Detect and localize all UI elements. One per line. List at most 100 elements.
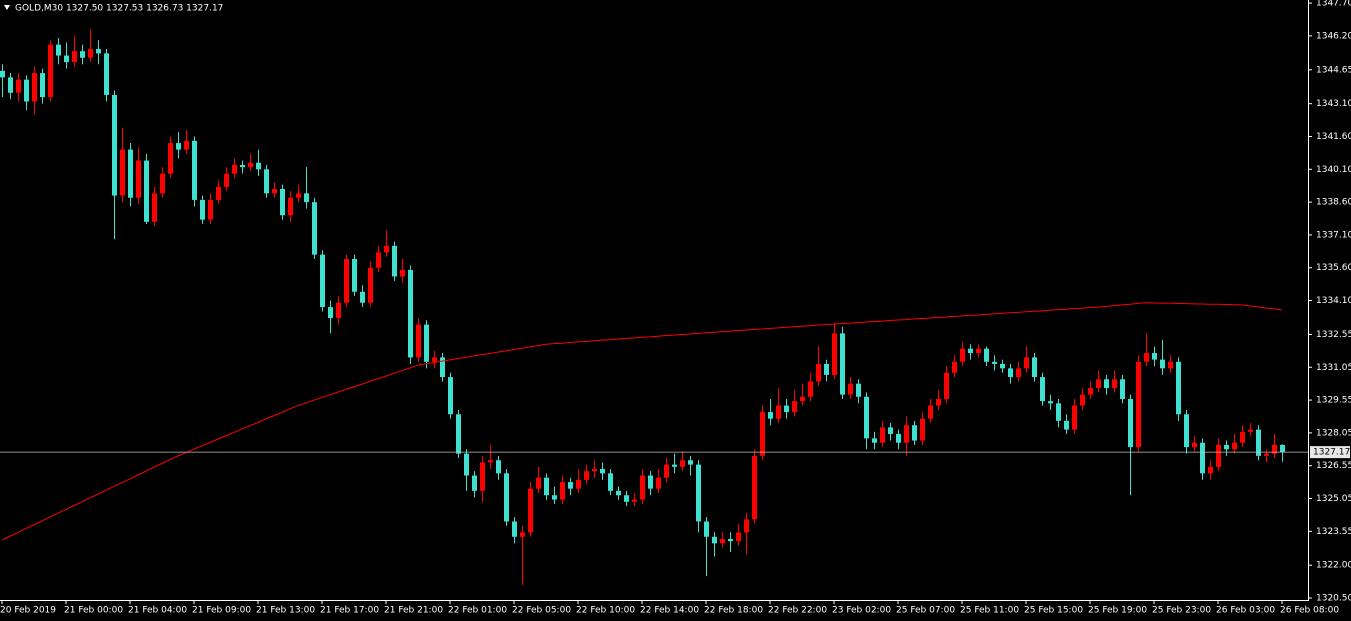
- candle-body: [272, 188, 277, 194]
- candle-body: [184, 140, 189, 150]
- candle-body: [400, 269, 405, 277]
- x-tick-label: 22 Feb 18:00: [704, 606, 763, 616]
- candle-body: [608, 473, 613, 491]
- candle-body: [944, 372, 949, 399]
- candle-body: [256, 162, 261, 170]
- candle-body: [768, 412, 773, 419]
- candle-body: [904, 425, 909, 443]
- candle-body: [192, 140, 197, 200]
- candle-body: [88, 48, 93, 58]
- candle-body: [560, 482, 565, 500]
- menu-arrow[interactable]: [4, 5, 10, 10]
- candle-body: [696, 464, 701, 522]
- candle-body: [344, 258, 349, 303]
- last-price-label: 1327.17: [1313, 448, 1350, 458]
- candle-body: [872, 438, 877, 443]
- y-tick-label: 1320.50: [1316, 594, 1351, 604]
- candle-body: [1136, 361, 1141, 448]
- candle-body: [432, 357, 437, 362]
- candle-body: [104, 53, 109, 95]
- candle-body: [1256, 429, 1261, 456]
- candle-body: [520, 532, 525, 537]
- candle-body: [824, 363, 829, 375]
- chart-title: GOLD,M30 1327.50 1327.53 1326.73 1327.17: [15, 4, 223, 14]
- candle-body: [576, 479, 581, 489]
- candle-body: [1240, 431, 1245, 443]
- candle-body: [1168, 361, 1173, 369]
- candle-body: [568, 482, 573, 489]
- candle-body: [512, 521, 517, 537]
- candle-body: [728, 538, 733, 542]
- candle-body: [224, 173, 229, 187]
- candle-body: [408, 269, 413, 358]
- candle-body: [736, 532, 741, 542]
- candle-body: [976, 348, 981, 354]
- x-tick-label: 22 Feb 05:00: [512, 606, 571, 616]
- x-tick-label: 20 Feb 2019: [0, 606, 56, 616]
- candle-body: [920, 418, 925, 441]
- candle-body: [496, 460, 501, 474]
- candle-body: [368, 267, 373, 303]
- candle-body: [680, 460, 685, 467]
- y-tick-label: 1332.55: [1316, 330, 1351, 340]
- candle-body: [320, 254, 325, 308]
- candle-body: [840, 333, 845, 395]
- candle-body: [688, 460, 693, 465]
- x-tick-label: 21 Feb 04:00: [128, 606, 187, 616]
- candle-body: [784, 405, 789, 413]
- candle-body: [1048, 401, 1053, 404]
- candle-body: [96, 48, 101, 54]
- candle-body: [720, 538, 725, 544]
- candle-body: [304, 193, 309, 203]
- candle-body: [392, 245, 397, 277]
- candle-body: [848, 383, 853, 395]
- candle-body: [1008, 368, 1013, 378]
- candle-body: [40, 73, 45, 98]
- candle-body: [80, 51, 85, 58]
- candle-body: [1192, 442, 1197, 448]
- x-tick-label: 25 Feb 19:00: [1088, 606, 1147, 616]
- candle-body: [592, 468, 597, 472]
- candle-body: [440, 357, 445, 378]
- candle-body: [528, 488, 533, 533]
- candle-body: [656, 477, 661, 489]
- y-tick-label: 1331.05: [1316, 363, 1351, 373]
- candle-body: [960, 348, 965, 362]
- candle-body: [168, 143, 173, 174]
- candle-body: [208, 199, 213, 220]
- candle-body: [1128, 398, 1133, 448]
- candle-body: [376, 252, 381, 268]
- candle-body: [1248, 429, 1253, 432]
- candle-body: [296, 193, 301, 198]
- candle-body: [336, 302, 341, 319]
- last-price-box: [1310, 446, 1350, 459]
- candle-body: [352, 258, 357, 292]
- candle-body: [1208, 466, 1213, 474]
- candle-body: [880, 427, 885, 443]
- candle-body: [16, 79, 21, 93]
- candle-body: [448, 377, 453, 415]
- candle-body: [552, 495, 557, 500]
- candle-body: [480, 462, 485, 491]
- candle-body: [1176, 361, 1181, 415]
- x-tick-label: 21 Feb 09:00: [192, 606, 251, 616]
- candle-body: [648, 475, 653, 489]
- candle-body: [1040, 377, 1045, 402]
- candle-body: [1144, 353, 1149, 362]
- y-tick-label: 1337.10: [1316, 230, 1351, 240]
- candle-body: [1216, 444, 1221, 467]
- candle-body: [760, 412, 765, 456]
- candle-body: [1056, 403, 1061, 421]
- x-tick-label: 23 Feb 02:00: [832, 606, 891, 616]
- candle-body: [1080, 394, 1085, 406]
- candle-body: [864, 396, 869, 439]
- x-tick-label: 22 Feb 14:00: [640, 606, 699, 616]
- candle-body: [1072, 405, 1077, 430]
- candle-body: [456, 414, 461, 454]
- candle-body: [0, 70, 5, 78]
- y-tick-label: 1328.05: [1316, 428, 1351, 438]
- candle-body: [1200, 442, 1205, 474]
- candle-body: [832, 333, 837, 375]
- candle-body: [1104, 379, 1109, 389]
